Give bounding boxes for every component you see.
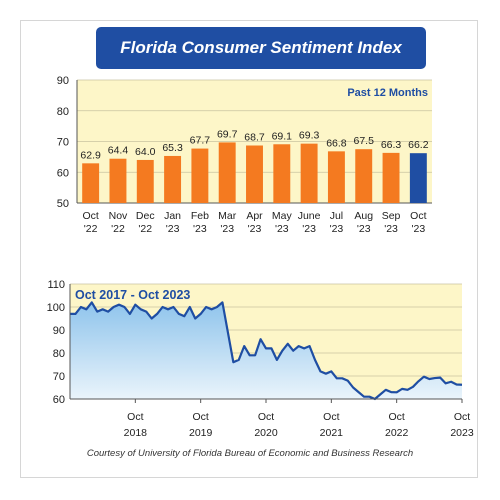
- bar-value-label: 65.3: [162, 142, 183, 154]
- bar: [82, 163, 100, 203]
- line-x-tick-label: Oct: [192, 411, 208, 423]
- bar-x-tick-label: May: [272, 210, 293, 222]
- bar-x-tick-label: Feb: [191, 210, 209, 222]
- line-x-tick-label: Oct: [127, 411, 143, 423]
- bar-value-label: 67.5: [354, 135, 375, 147]
- bar-x-tick-label: Jan: [164, 210, 181, 222]
- bar: [327, 151, 345, 203]
- line-y-tick-label: 110: [47, 279, 65, 291]
- bar-y-tick-label: 80: [57, 106, 69, 118]
- bar-value-label: 64.4: [108, 145, 129, 157]
- bar-x-tick-label-year: '23: [412, 223, 426, 235]
- bar-x-tick-label: June: [298, 210, 321, 222]
- bar: [246, 145, 263, 203]
- bar-value-label: 62.9: [80, 149, 101, 161]
- line-x-tick-label: Oct: [454, 411, 470, 423]
- bar-annotation: Past 12 Months: [347, 87, 428, 99]
- bar-value-label: 69.3: [299, 130, 320, 142]
- bar: [382, 152, 400, 203]
- line-y-tick-label: 60: [53, 394, 65, 406]
- bar-x-tick-label-year: '22: [84, 223, 98, 235]
- bar-x-tick-label: Jul: [330, 210, 343, 222]
- line-y-tick-label: 100: [47, 302, 65, 314]
- chart-title: Florida Consumer Sentiment Index: [120, 38, 402, 57]
- line-y-tick-label: 80: [53, 348, 65, 360]
- line-x-tick-label: Oct: [388, 411, 404, 423]
- bar-y-tick-label: 70: [57, 137, 69, 149]
- line-x-tick-label: Oct: [323, 411, 339, 423]
- source-note: Courtesy of University of Florida Bureau…: [86, 448, 414, 459]
- bar-value-label: 68.7: [244, 131, 265, 143]
- line-y-tick-label: 90: [53, 325, 65, 337]
- line-x-tick-label-year: 2018: [124, 427, 148, 439]
- bar-x-tick-label-year: '23: [357, 223, 371, 235]
- bar-x-tick-label-year: '22: [138, 223, 152, 235]
- line-y-tick-label: 70: [53, 371, 65, 383]
- line-x-tick-label-year: 2020: [254, 427, 278, 439]
- bar: [273, 144, 291, 203]
- bar-y-tick-label: 90: [57, 75, 69, 87]
- line-x-tick-label-year: 2019: [189, 427, 213, 439]
- series-area: [70, 302, 462, 399]
- bar-y-tick-label: 60: [57, 167, 69, 179]
- bar-x-tick-label: Oct: [82, 210, 98, 222]
- bar-value-label: 67.7: [190, 135, 211, 147]
- bar-value-label: 66.2: [408, 139, 429, 151]
- line-x-tick-label-year: 2022: [385, 427, 409, 439]
- line-x-tick-label-year: 2023: [450, 427, 474, 439]
- bar: [164, 155, 182, 203]
- line-x-tick-label: Oct: [258, 411, 274, 423]
- bar-x-tick-label-year: '23: [166, 223, 180, 235]
- bar-x-tick-label: Dec: [136, 210, 155, 222]
- bar: [136, 159, 154, 203]
- bar: [409, 153, 427, 203]
- bar-x-tick-label: Sep: [382, 210, 401, 222]
- bar: [109, 158, 127, 203]
- bar-x-tick-label-year: '23: [220, 223, 234, 235]
- series-line: [70, 301, 463, 401]
- title-banner: Florida Consumer Sentiment Index: [96, 27, 426, 69]
- bar: [300, 143, 318, 203]
- bar-x-tick-label-year: '23: [275, 223, 289, 235]
- bar-value-label: 69.1: [272, 130, 293, 142]
- bar-y-tick-label: 50: [57, 198, 69, 210]
- bar-x-tick-label: Oct: [410, 210, 426, 222]
- bar-x-tick-label-year: '23: [193, 223, 207, 235]
- bar-x-tick-label-year: '23: [384, 223, 398, 235]
- bar-value-label: 66.8: [326, 137, 347, 149]
- bar-x-tick-label-year: '23: [302, 223, 316, 235]
- bar-value-label: 66.3: [381, 139, 402, 151]
- bar-value-label: 64.0: [135, 146, 156, 158]
- line-x-tick-label-year: 2021: [320, 427, 344, 439]
- bar-x-tick-label-year: '23: [248, 223, 262, 235]
- bar-value-label: 69.7: [217, 128, 238, 140]
- bar-x-tick-label: Nov: [109, 210, 128, 222]
- bar: [355, 149, 373, 203]
- bar-x-tick-label: Aug: [354, 210, 373, 222]
- line-annotation: Oct 2017 - Oct 2023: [75, 288, 190, 302]
- bar: [218, 142, 236, 203]
- bar-x-tick-label: Apr: [246, 210, 263, 222]
- bar-x-tick-label-year: '23: [330, 223, 344, 235]
- bar-x-tick-label: Mar: [218, 210, 237, 222]
- bar: [191, 148, 209, 203]
- bar-x-tick-label-year: '22: [111, 223, 125, 235]
